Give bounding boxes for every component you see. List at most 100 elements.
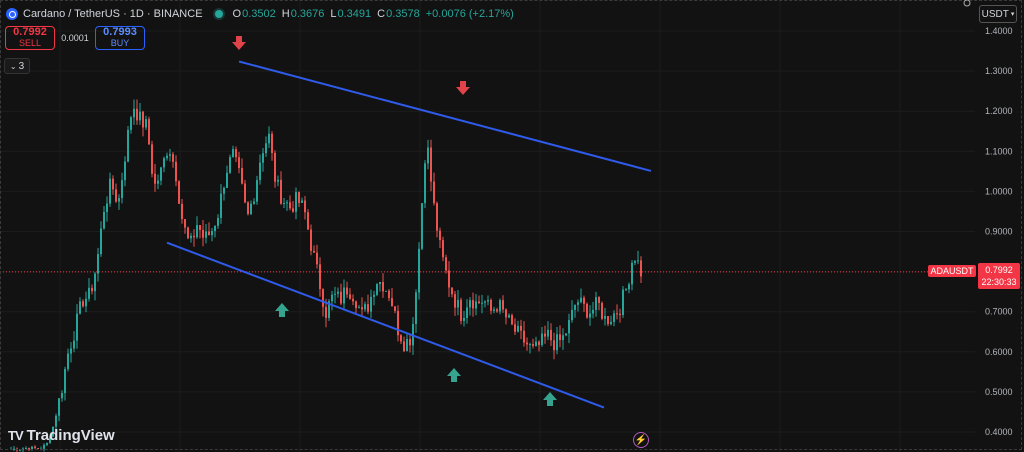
- candle-body: [103, 211, 105, 229]
- candle-body: [367, 304, 369, 312]
- candle-body: [397, 310, 399, 336]
- candle-body: [178, 181, 180, 204]
- candle-body: [385, 290, 387, 292]
- candle-body: [529, 344, 531, 346]
- candle-body: [391, 298, 393, 307]
- candle-body: [619, 313, 621, 315]
- candle-body: [22, 448, 24, 450]
- indicators-toggle[interactable]: ⌄ 3: [4, 58, 30, 74]
- change-value: +0.0076 (+2.17%): [425, 8, 514, 20]
- candle-body: [322, 289, 324, 307]
- candle-body: [229, 157, 231, 173]
- candle-body: [550, 329, 552, 341]
- candle-body: [196, 225, 198, 238]
- candle-body: [598, 297, 600, 303]
- candle-body: [469, 300, 471, 308]
- candle-body: [211, 231, 213, 236]
- candle-body: [331, 294, 333, 302]
- candle-body: [67, 353, 69, 370]
- candle-body: [352, 298, 354, 302]
- candle-body: [97, 254, 99, 274]
- candle-body: [400, 335, 402, 342]
- candle-body: [388, 290, 390, 299]
- candlestick-series: [10, 99, 642, 452]
- candle-body: [622, 289, 624, 315]
- candle-body: [286, 202, 288, 204]
- candle-body: [436, 203, 438, 231]
- candle-body: [271, 133, 273, 153]
- settings-icon[interactable]: [962, 0, 972, 8]
- candle-body: [100, 228, 102, 255]
- trade-panel: 0.7992 SELL 0.0001 0.7993 BUY: [5, 26, 145, 50]
- candle-body: [244, 183, 246, 203]
- candle-body: [637, 260, 639, 262]
- candle-body: [124, 161, 126, 181]
- candle-body: [568, 320, 570, 334]
- symbol-header: Cardano / TetherUS · 1D · BINANCE O 0.350…: [6, 6, 520, 22]
- tradingview-mark-icon: TV: [8, 428, 24, 443]
- candle-body: [505, 309, 507, 318]
- chevron-down-icon: ⌄: [9, 61, 17, 71]
- channel-upper-line: [238, 60, 652, 172]
- currency-selector[interactable]: USDT ▾: [979, 5, 1017, 23]
- candle-body: [46, 442, 48, 445]
- arrow-up-icon: [447, 368, 461, 382]
- candle-body: [307, 212, 309, 230]
- candle-body: [343, 287, 345, 304]
- buy-button[interactable]: 0.7993 BUY: [95, 26, 145, 50]
- candle-body: [226, 172, 228, 188]
- symbol-title[interactable]: Cardano / TetherUS · 1D · BINANCE: [23, 8, 203, 20]
- candle-body: [409, 339, 411, 346]
- candle-body: [34, 446, 36, 449]
- candle-body: [172, 154, 174, 162]
- candle-body: [304, 200, 306, 213]
- candle-body: [478, 301, 480, 304]
- candle-body: [538, 341, 540, 345]
- candle-body: [10, 448, 12, 450]
- y-tick-label: 1.1000: [985, 146, 1013, 156]
- candle-body: [262, 153, 264, 163]
- candle-body: [181, 203, 183, 220]
- candle-body: [418, 248, 420, 293]
- candle-body: [559, 334, 561, 341]
- candle-body: [208, 231, 210, 236]
- candle-body: [454, 294, 456, 308]
- candle-body: [634, 260, 636, 263]
- candle-body: [457, 299, 459, 308]
- candle-body: [19, 449, 21, 451]
- candle-body: [325, 306, 327, 318]
- y-tick-label: 0.4000: [985, 427, 1013, 437]
- candle-body: [292, 208, 294, 212]
- candle-body: [328, 301, 330, 318]
- candle-body: [337, 291, 339, 294]
- candle-body: [361, 307, 363, 310]
- candle-body: [451, 287, 453, 295]
- candle-body: [640, 260, 642, 277]
- candle-body: [613, 313, 615, 322]
- candle-body: [145, 119, 147, 128]
- price-axis: 0.40000.50000.60000.70000.80000.90001.00…: [985, 26, 1013, 437]
- candle-body: [265, 143, 267, 154]
- candle-body: [487, 299, 489, 302]
- sell-label: SELL: [18, 38, 42, 48]
- candle-body: [502, 300, 504, 310]
- candle-body: [616, 313, 618, 315]
- candle-body: [190, 235, 192, 239]
- candle-body: [238, 157, 240, 169]
- tradingview-name: TradingView: [26, 427, 115, 444]
- sell-button[interactable]: 0.7992 SELL: [5, 26, 55, 50]
- tradingview-logo[interactable]: TV TradingView: [8, 427, 115, 444]
- candle-body: [583, 297, 585, 304]
- y-tick-label: 1.0000: [985, 186, 1013, 196]
- candle-body: [484, 301, 486, 303]
- candle-body: [517, 325, 519, 332]
- candle-body: [508, 315, 510, 318]
- candle-body: [256, 180, 258, 202]
- price-badge: 0.7992 22:30:33: [978, 263, 1020, 289]
- candle-body: [259, 162, 261, 181]
- candle-body: [223, 187, 225, 194]
- lightning-icon[interactable]: ⚡: [633, 432, 649, 448]
- cardano-logo-icon: [6, 8, 18, 20]
- candle-body: [466, 307, 468, 318]
